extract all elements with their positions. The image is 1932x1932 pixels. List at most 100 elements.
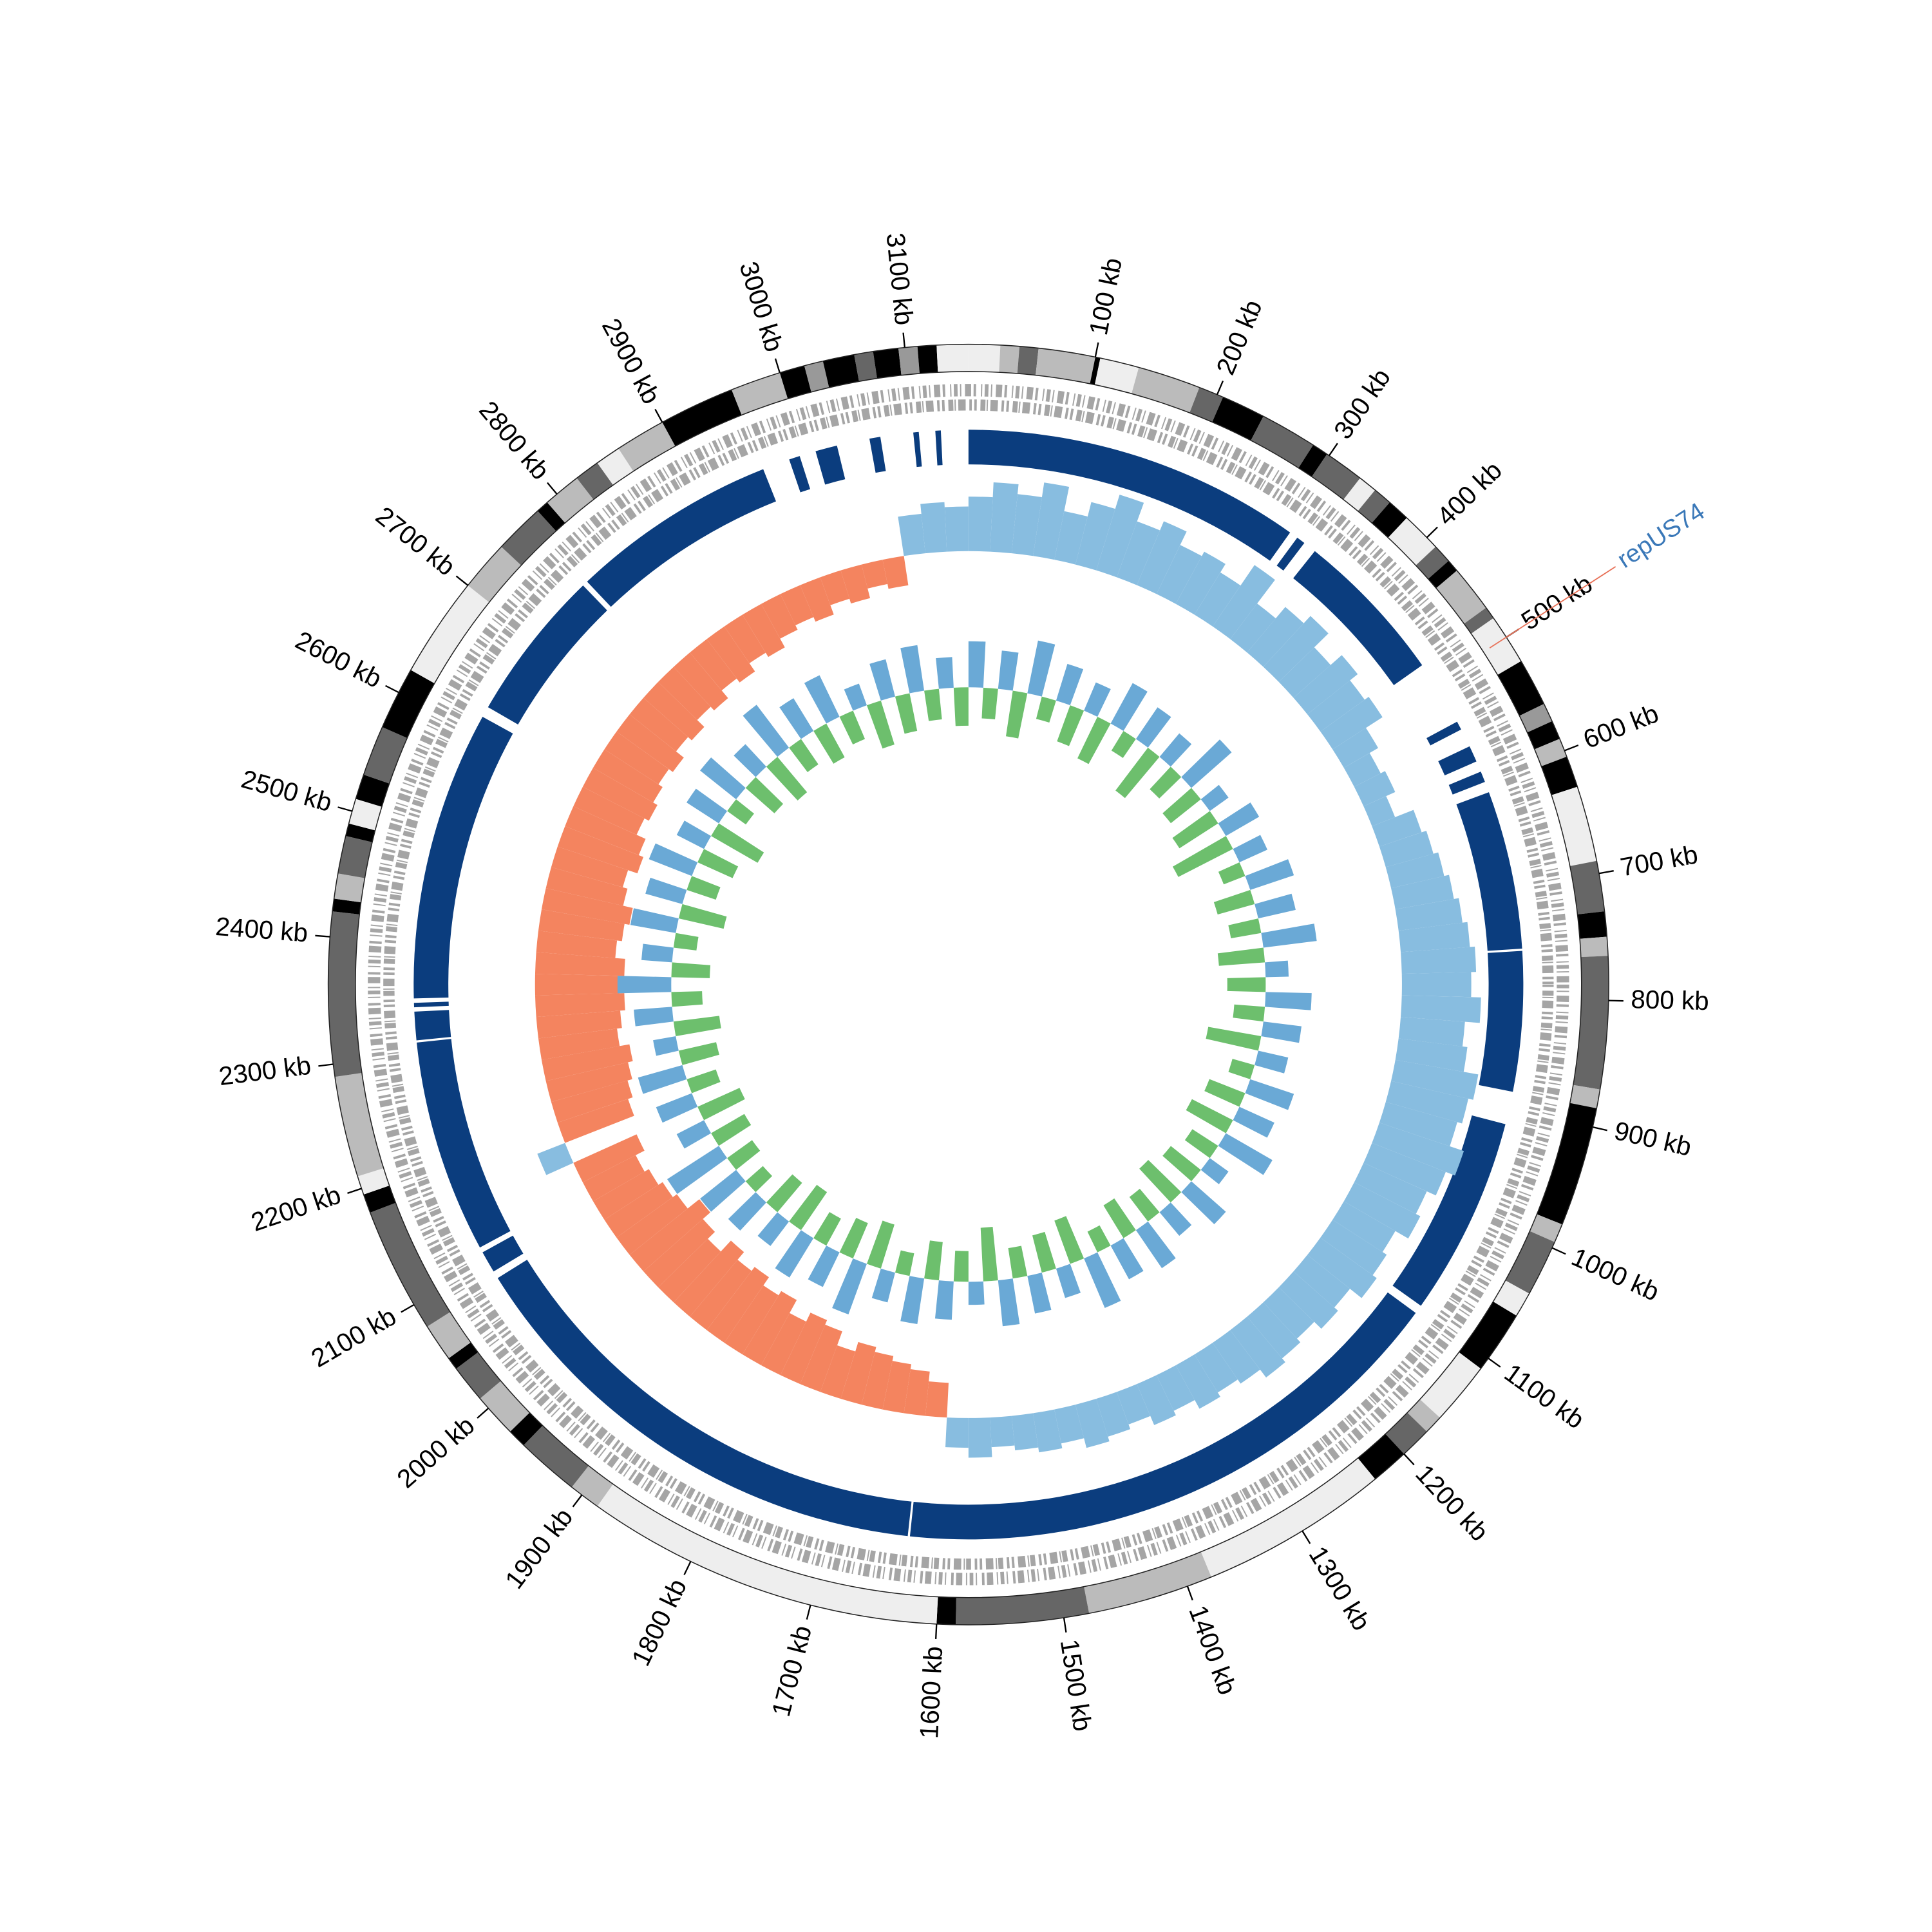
tick-mark	[1488, 1358, 1501, 1368]
track-bar	[1372, 1122, 1464, 1176]
track-bar	[1343, 753, 1381, 787]
band-segment	[345, 823, 375, 842]
track-bar	[687, 876, 721, 900]
track-bar	[968, 497, 993, 552]
band-segment	[1551, 786, 1597, 866]
track-bar	[1255, 893, 1296, 919]
track-bar	[674, 1240, 744, 1317]
band-segment	[597, 1484, 938, 1624]
band-segment	[1189, 387, 1224, 422]
band-segment	[1311, 454, 1361, 500]
track-bar	[1054, 1216, 1084, 1264]
track-bar	[898, 513, 925, 556]
track-bar	[1117, 1384, 1151, 1425]
contig-block	[1479, 951, 1524, 1092]
band-segment	[1385, 1412, 1427, 1454]
track-bar	[1200, 1158, 1229, 1184]
track-bar	[537, 1142, 574, 1175]
band-segment	[334, 1073, 384, 1177]
track-bar	[742, 1291, 797, 1365]
track-bar	[808, 1245, 840, 1287]
band-segment	[1090, 357, 1101, 385]
tick-mark	[455, 575, 469, 586]
track-bar	[629, 697, 688, 752]
track-bar	[779, 698, 814, 739]
track-bar	[1379, 830, 1434, 867]
track-bar	[1398, 922, 1470, 952]
track-bar	[789, 739, 819, 772]
band-segment	[1530, 1214, 1562, 1242]
contig-block	[587, 469, 777, 607]
track-bar	[1233, 1106, 1274, 1138]
track-bar	[545, 1062, 632, 1103]
track-bar	[645, 877, 687, 904]
track-bar	[844, 683, 867, 711]
track-bar	[687, 788, 728, 824]
track-bar	[658, 1238, 721, 1303]
track-bar	[1385, 852, 1444, 889]
contig-block	[909, 1292, 1416, 1540]
track-bar	[925, 1381, 949, 1418]
band-segment	[662, 390, 742, 446]
track-bar	[700, 757, 746, 800]
track-bar	[1139, 1160, 1182, 1203]
contig-block	[815, 445, 846, 485]
track-bar	[673, 933, 699, 951]
band-segment	[1497, 661, 1544, 716]
track-bar	[980, 1227, 998, 1282]
band-segment	[427, 1312, 471, 1359]
track-bar	[1150, 766, 1182, 799]
track-bar	[998, 650, 1019, 691]
track-bar	[573, 786, 645, 835]
track-bar	[706, 1267, 770, 1343]
track-bar	[1247, 1302, 1301, 1359]
tick-label: 2400 kb	[214, 911, 309, 948]
track-bar	[1213, 1330, 1260, 1384]
band-segment	[1569, 1084, 1600, 1108]
track-bar	[638, 1065, 687, 1094]
band-segment	[1471, 618, 1521, 675]
band-segment	[1534, 739, 1567, 766]
track-bar	[1379, 1102, 1457, 1146]
track-bar	[743, 705, 790, 757]
track-bar	[1245, 859, 1294, 890]
track-bar	[745, 777, 784, 813]
tick-mark	[1592, 1126, 1607, 1132]
track-bar	[604, 1182, 673, 1238]
tick-mark	[1302, 1530, 1311, 1544]
track-bar	[656, 1093, 698, 1123]
contig-block	[1426, 721, 1461, 746]
band-segment	[873, 348, 902, 379]
track-bar	[861, 560, 888, 589]
track-bar	[1398, 1017, 1465, 1046]
track-bar	[832, 1258, 867, 1314]
band-segment	[1428, 560, 1457, 589]
tick-mark	[1426, 526, 1438, 538]
band-segment	[410, 585, 489, 684]
track-bar	[1218, 802, 1260, 837]
band-segment	[547, 478, 594, 523]
track-bar	[641, 943, 674, 963]
track-bar	[804, 675, 840, 724]
tick-mark	[401, 1303, 415, 1313]
track-bar	[1117, 521, 1160, 585]
track-bar	[900, 1276, 925, 1324]
contig-block	[482, 1235, 524, 1272]
track-bar	[1103, 1198, 1136, 1238]
track-bar	[697, 849, 739, 878]
band-segment	[1343, 478, 1376, 511]
track-bar	[1354, 1162, 1427, 1215]
tick-mark	[806, 1605, 811, 1620]
track-bar	[1181, 1181, 1226, 1225]
track-bar	[1204, 1079, 1245, 1107]
band-segment	[1505, 1231, 1555, 1294]
band-segment	[1358, 489, 1390, 523]
track-bar	[700, 1170, 746, 1212]
track-bar	[1263, 616, 1329, 682]
track-bar	[924, 1240, 943, 1281]
tracks	[368, 384, 1569, 1586]
track-bar	[1135, 707, 1171, 748]
track-bar	[761, 594, 798, 639]
